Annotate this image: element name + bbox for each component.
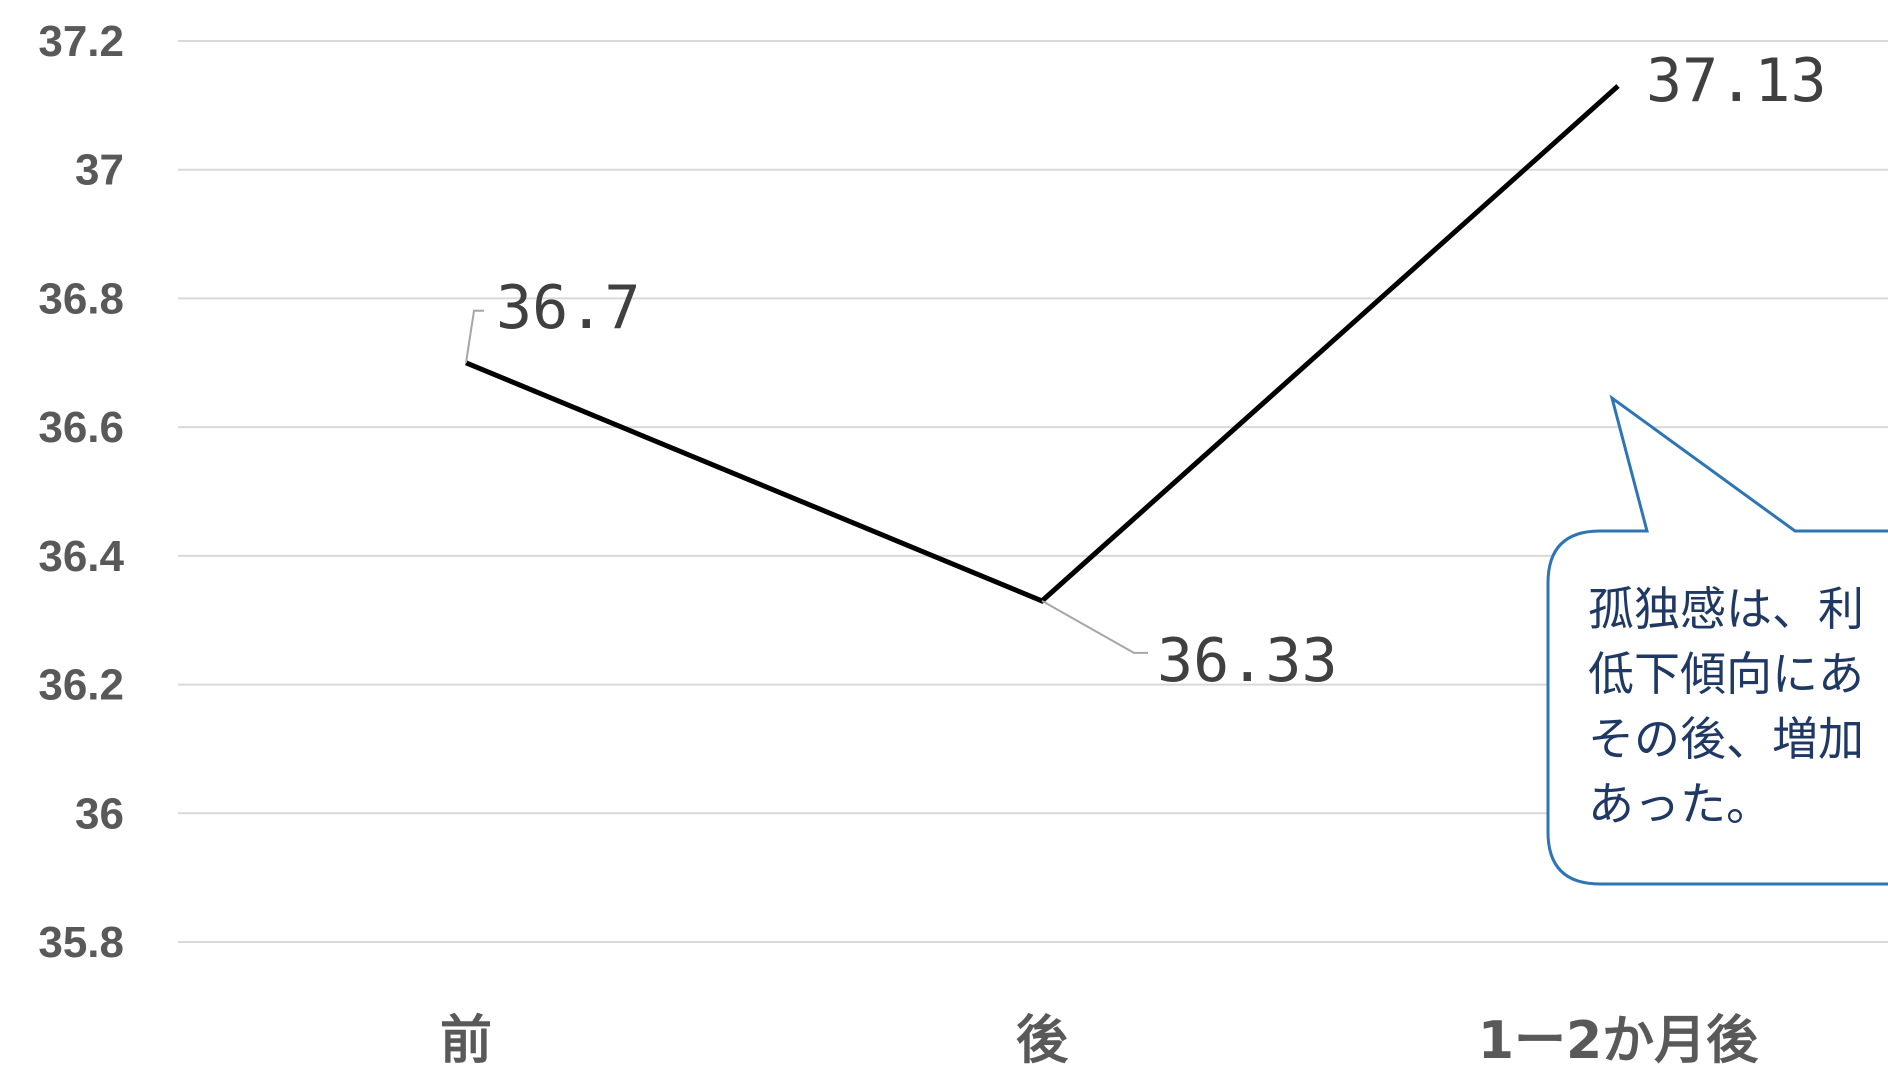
- x-tick-label: 1ー2か月後: [1478, 1011, 1759, 1067]
- data-labels: 36.7 36.33 37.13: [465, 46, 1827, 696]
- callout-bubble: 孤独感は、利 低下傾向にあ その後、増加 あった。: [1546, 394, 1888, 886]
- callout-line-4: あった。: [1588, 777, 1772, 831]
- y-axis-ticks: 35.8 36 36.2 36.4 36.6 36.8 37 37.2: [38, 17, 124, 967]
- data-label: 36.7: [496, 273, 641, 343]
- y-tick-label: 37: [75, 146, 124, 195]
- y-tick-label: 36.2: [38, 661, 124, 710]
- y-tick-label: 37.2: [38, 17, 124, 66]
- y-tick-label: 36.8: [38, 274, 124, 323]
- series-line-0: [465, 84, 1620, 604]
- y-tick-label: 36.4: [38, 532, 124, 581]
- series: [465, 84, 1620, 604]
- data-label: 37.13: [1646, 46, 1827, 116]
- gridlines: [178, 40, 1888, 943]
- data-label-leader: [465, 309, 484, 363]
- callout-line-2: 低下傾向にあ: [1588, 647, 1864, 701]
- data-label: 36.33: [1157, 626, 1338, 696]
- callout-line-3: その後、増加: [1588, 712, 1864, 766]
- x-axis-ticks: 前 後 1ー2か月後: [440, 1011, 1759, 1067]
- callout-shape: [1546, 394, 1888, 886]
- x-tick-label: 前: [440, 1011, 492, 1067]
- data-label-leader: [1041, 600, 1148, 654]
- x-tick-label: 後: [1016, 1011, 1069, 1067]
- y-tick-label: 36: [75, 789, 124, 838]
- y-tick-label: 36.6: [38, 403, 124, 452]
- y-tick-label: 35.8: [38, 918, 124, 967]
- callout-line-1: 孤独感は、利: [1588, 582, 1864, 636]
